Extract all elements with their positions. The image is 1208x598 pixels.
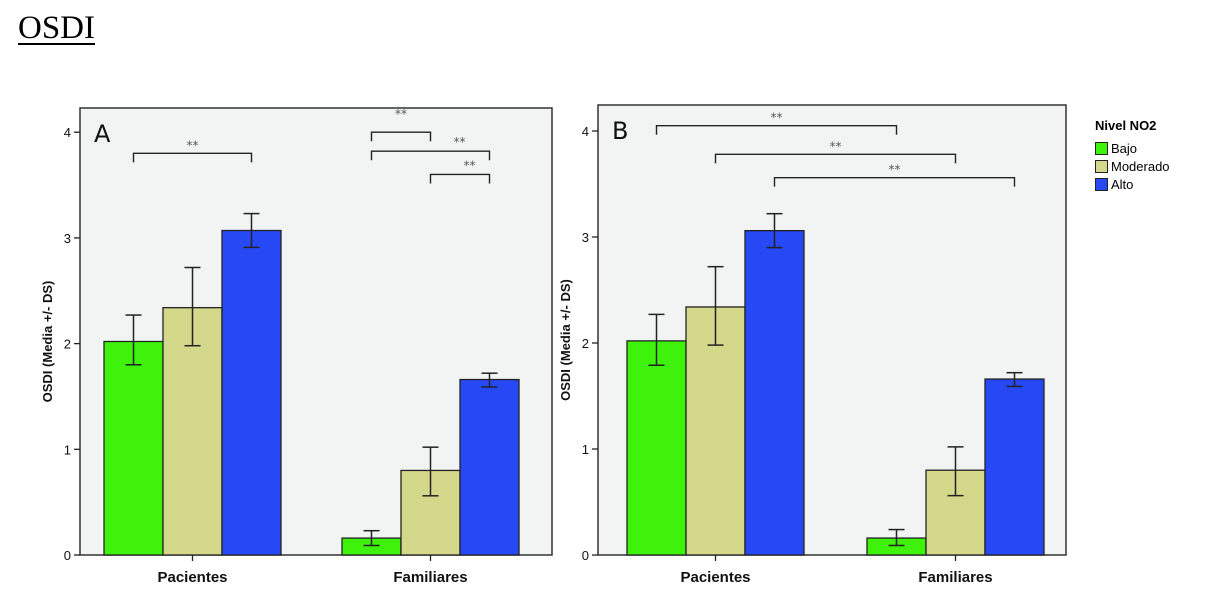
y-tick-label: 4 xyxy=(582,124,589,139)
significance-label: ** xyxy=(889,163,901,177)
significance-bracket xyxy=(773,176,1016,187)
legend-swatch-bajo xyxy=(1095,141,1108,155)
bar-pacientes-bajo xyxy=(626,340,687,556)
significance-bracket xyxy=(429,173,491,184)
x-tick-label-familiares: Familiares xyxy=(918,569,992,586)
bar-pacientes-moderado xyxy=(162,307,223,556)
y-tick-label: 1 xyxy=(582,442,589,457)
bar-pacientes-bajo xyxy=(103,340,164,556)
legend: Nivel NO2 Bajo Moderado Alto xyxy=(1095,118,1170,193)
bar-familiares-alto xyxy=(459,378,520,556)
x-tick-label-pacientes: Pacientes xyxy=(157,569,227,586)
y-tick-label: 0 xyxy=(64,548,71,563)
y-tick-label: 4 xyxy=(64,125,71,140)
y-tick-label: 1 xyxy=(64,442,71,457)
bar-familiares-alto xyxy=(984,378,1045,556)
x-tick-label-familiares: Familiares xyxy=(393,569,467,586)
legend-item-alto: Alto xyxy=(1095,175,1170,193)
significance-bracket xyxy=(714,153,957,164)
y-tick-label: 2 xyxy=(582,336,589,351)
significance-bracket xyxy=(132,152,253,163)
y-tick-label: 0 xyxy=(582,548,589,563)
legend-label-moderado: Moderado xyxy=(1111,158,1170,174)
legend-label-alto: Alto xyxy=(1111,176,1134,192)
significance-bracket xyxy=(370,131,432,142)
legend-title: Nivel NO2 xyxy=(1095,118,1157,133)
y-tick-label: 2 xyxy=(64,337,71,352)
y-axis-label: OSDI (Media +/- DS) xyxy=(558,279,573,401)
legend-swatch-alto xyxy=(1095,177,1108,191)
significance-label: ** xyxy=(464,158,476,172)
panel-label: A xyxy=(94,120,111,148)
page-title: OSDI xyxy=(18,10,96,46)
significance-label: ** xyxy=(771,111,783,125)
bar-pacientes-alto xyxy=(221,229,282,556)
significance-label: ** xyxy=(187,138,199,152)
legend-swatch-moderado xyxy=(1095,159,1108,173)
significance-label: ** xyxy=(454,135,466,149)
bar-pacientes-alto xyxy=(744,229,805,556)
y-axis-label: OSDI (Media +/- DS) xyxy=(40,281,55,403)
chart-panel-a: 0 1 2 3 4 OSDI (Media +/- DS) A Pacientes Famili… xyxy=(40,107,553,586)
panel-label: B xyxy=(612,117,628,145)
significance-bracket xyxy=(655,125,898,135)
chart-panel-b: 0 1 2 3 4 OSDI (Media +/- DS) B Pacientes Famili… xyxy=(558,104,1067,586)
legend-label-bajo: Bajo xyxy=(1111,140,1138,156)
x-tick-label-pacientes: Pacientes xyxy=(680,569,750,586)
legend-item-bajo: Bajo xyxy=(1095,139,1170,157)
y-tick-label: 3 xyxy=(582,230,589,245)
significance-bracket xyxy=(370,150,491,161)
y-tick-label: 3 xyxy=(64,231,71,246)
significance-label: ** xyxy=(830,139,842,153)
legend-item-moderado: Moderado xyxy=(1095,157,1170,175)
significance-label: ** xyxy=(395,107,407,121)
